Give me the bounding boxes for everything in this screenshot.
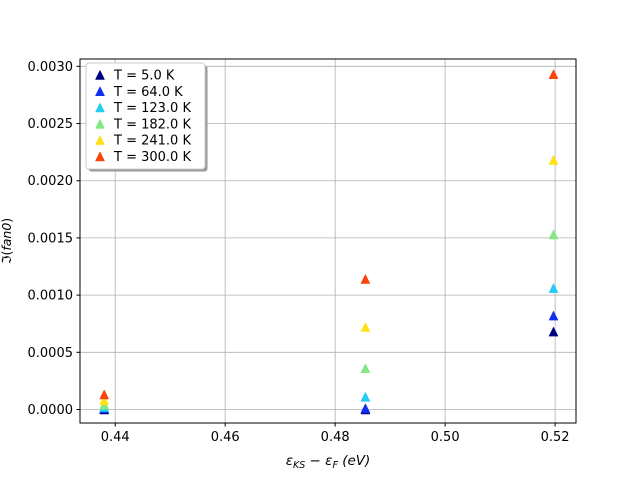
data-point-marker (360, 392, 371, 402)
x-tick-label: 0.46 (211, 430, 240, 445)
y-tick-label: 0.0030 (28, 60, 74, 75)
y-tick-label: 0.0025 (28, 117, 74, 132)
y-tick-label: 0.0010 (28, 289, 74, 304)
legend-box (85, 62, 206, 170)
legend-item-marker (95, 151, 105, 162)
data-point-marker (548, 311, 559, 321)
data-point-marker (360, 403, 371, 414)
x-tick-label: 0.48 (321, 430, 350, 445)
data-point-marker (548, 69, 559, 79)
legend-item-marker (95, 119, 105, 129)
legend-item-label: T = 64.0 K (113, 85, 183, 100)
data-point-marker (360, 363, 371, 373)
legend-item-marker (95, 102, 105, 113)
legend-item-label: T = 182.0 K (113, 117, 191, 132)
legend-item-label: T = 5.0 K (113, 69, 175, 84)
data-point-marker (548, 155, 559, 165)
legend-item-label: T = 123.0 K (113, 101, 191, 116)
y-axis-label: ℑ(fan0) (0, 218, 14, 264)
legend-item-marker (95, 86, 105, 96)
x-axis-label: εKS − εF (eV) (286, 453, 371, 471)
x-tick-label: 0.50 (431, 430, 460, 445)
data-point-marker (548, 327, 559, 337)
data-point-marker (548, 229, 559, 240)
y-tick-label: 0.0015 (28, 231, 74, 246)
legend-item-label: T = 300.0 K (113, 150, 191, 165)
legend-item-label: T = 241.0 K (113, 134, 191, 149)
y-tick-label: 0.0005 (28, 346, 74, 361)
data-point-marker (548, 283, 559, 293)
legend-item-marker (95, 135, 105, 145)
x-tick-label: 0.44 (101, 430, 130, 445)
data-point-marker (360, 274, 371, 284)
legend-item-marker (95, 70, 105, 80)
data-point-marker (99, 395, 109, 406)
x-tick-label: 0.52 (541, 430, 570, 445)
axes-spines (79, 58, 577, 424)
data-point-marker (360, 322, 371, 332)
y-tick-label: 0.0020 (28, 174, 74, 189)
data-point-marker (99, 389, 109, 400)
y-tick-label: 0.0000 (28, 403, 74, 418)
